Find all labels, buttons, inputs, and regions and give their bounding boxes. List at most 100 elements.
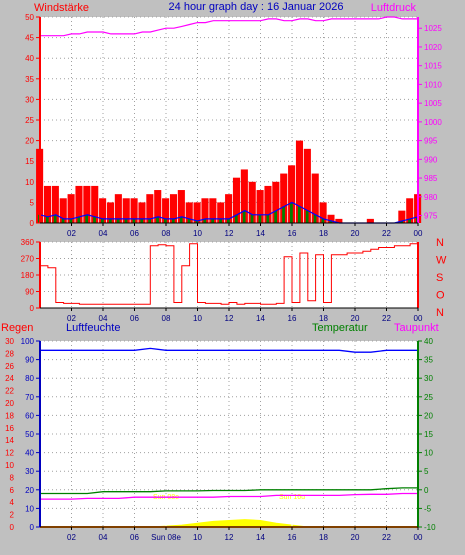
x-tick-label: 22 <box>382 229 391 238</box>
pressure-tick-label: 1005 <box>424 99 442 108</box>
gust-bar <box>327 214 335 223</box>
x-tick-label: 12 <box>225 229 234 238</box>
average-bar <box>329 220 333 223</box>
dewpoint-line <box>40 492 418 500</box>
pressure-tick-label: 985 <box>424 174 438 183</box>
gust-bar <box>264 185 272 223</box>
gust-bar <box>256 190 264 223</box>
x-tick-label: 00 <box>414 533 423 542</box>
gust-bar <box>295 140 304 223</box>
sun-event-label: Sun 16u <box>279 494 305 501</box>
average-bar <box>258 214 262 223</box>
gust-bar <box>193 202 201 223</box>
pressure-tick-label: 980 <box>424 193 438 202</box>
rain-tick-label: 28 <box>5 349 14 358</box>
x-tick-label: 06 <box>130 314 139 323</box>
gust-bar <box>272 181 280 223</box>
humidity-tick-label: 20 <box>25 486 34 495</box>
humidity-tick-label: 30 <box>25 467 34 476</box>
x-tick-label: 16 <box>288 533 297 542</box>
pressure-line <box>40 16 418 37</box>
gust-bar <box>288 165 296 223</box>
wind-plot-area <box>40 17 418 223</box>
x-tick-label: 08 <box>162 229 171 238</box>
gust-bar <box>240 169 248 223</box>
compass-label: N <box>436 237 444 249</box>
pressure-tick-label: 1015 <box>424 62 442 71</box>
average-bar <box>290 202 293 223</box>
x-tick-label: 10 <box>193 229 202 238</box>
humidity-tick-label: 90 <box>25 356 34 365</box>
average-bar <box>171 218 175 223</box>
gust-bar <box>130 198 138 223</box>
rain-tick-label: 2 <box>10 511 15 520</box>
pressure-tick-label: 1010 <box>424 80 442 89</box>
gust-bar <box>248 181 256 223</box>
wind-tick-label: 10 <box>25 178 34 187</box>
humidity-tick-label: 100 <box>21 337 35 346</box>
average-bar <box>313 214 317 223</box>
humidity-tick-label: 60 <box>25 411 34 420</box>
average-bar <box>156 216 159 223</box>
gust-bar <box>406 198 414 223</box>
gust-bar <box>51 185 59 223</box>
direction-series <box>40 242 419 305</box>
gust-bar <box>43 185 52 223</box>
average-bar <box>69 218 73 223</box>
pressure-tick-label: 995 <box>424 137 438 146</box>
x-tick-label: 10 <box>193 314 202 323</box>
x-tick-label: 14 <box>256 533 265 542</box>
rain-tick-label: 20 <box>5 399 14 408</box>
gust-bar <box>225 194 233 223</box>
gust-bar <box>217 202 225 223</box>
average-bar <box>219 218 222 223</box>
x-tick-label: 06 <box>130 533 139 542</box>
rain-tick-label: 18 <box>5 411 14 420</box>
gust-bar <box>99 198 107 223</box>
humidity-tick-label: 80 <box>25 374 34 383</box>
temperature-line <box>40 487 418 495</box>
x-tick-label: 02 <box>67 314 76 323</box>
rain-tick-label: 0 <box>10 523 15 532</box>
direction-tick-label: 90 <box>25 288 34 297</box>
average-bar <box>93 216 96 223</box>
x-tick-label: 20 <box>351 314 360 323</box>
gust-bar <box>67 194 75 223</box>
wind-tick-label: 30 <box>25 95 34 104</box>
gust-bar <box>280 173 288 223</box>
average-bar <box>164 218 167 223</box>
rain-tick-label: 16 <box>5 424 14 433</box>
wind-axes: 0510152025303540455097598098599099510001… <box>25 13 442 238</box>
gust-bar <box>114 194 122 223</box>
compass-label: S <box>436 272 443 284</box>
average-bar <box>242 210 246 223</box>
average-bar <box>140 218 144 223</box>
temperature-tick-label: 40 <box>424 337 433 346</box>
x-tick-label: Sun 08e <box>151 533 181 542</box>
gust-bar <box>185 202 193 223</box>
rain-tick-label: 30 <box>5 337 14 346</box>
climate-axes: 0246810121416182022242628300102030405060… <box>5 337 436 542</box>
x-tick-label: 06 <box>130 229 139 238</box>
wind-series <box>36 16 422 224</box>
rain-tick-label: 4 <box>10 498 15 507</box>
x-tick-label: 18 <box>319 533 328 542</box>
x-tick-label: 16 <box>288 314 297 323</box>
average-bar <box>61 218 65 223</box>
direction-tick-label: 180 <box>21 271 35 280</box>
temperature-tick-label: 0 <box>424 486 429 495</box>
gust-bar <box>138 202 146 223</box>
rain-tick-label: 6 <box>10 486 15 495</box>
average-bar <box>234 214 238 223</box>
average-bar <box>187 218 191 223</box>
x-tick-label: 04 <box>99 229 108 238</box>
average-bar <box>101 218 104 223</box>
humidity-tick-label: 40 <box>25 449 34 458</box>
rain-tick-label: 10 <box>5 461 14 470</box>
compass-label: O <box>436 290 445 302</box>
average-bar <box>250 214 254 223</box>
x-tick-label: 04 <box>99 314 108 323</box>
gust-bar <box>177 190 185 223</box>
temperature-axis-title: Temperatur <box>312 322 368 334</box>
temperature-tick-label: 30 <box>424 374 433 383</box>
